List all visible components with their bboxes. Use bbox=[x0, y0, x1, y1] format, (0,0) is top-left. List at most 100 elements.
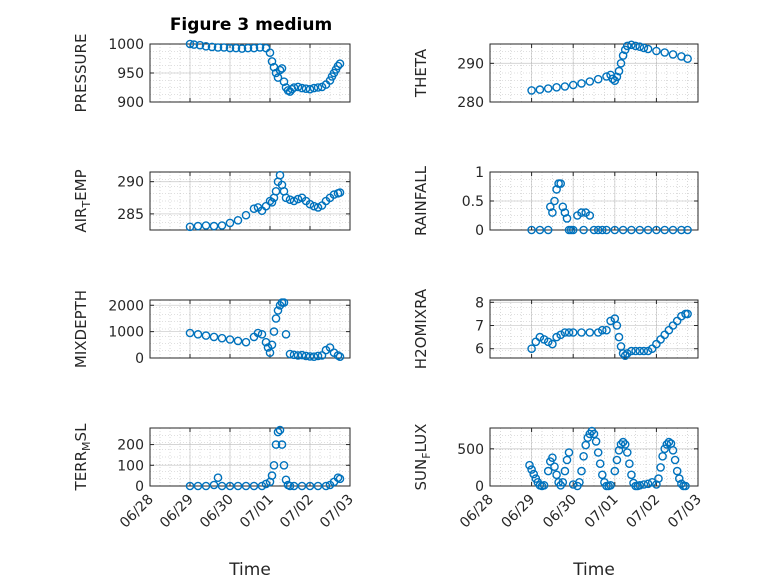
data-point bbox=[564, 328, 574, 337]
data-point bbox=[249, 481, 259, 491]
data-point bbox=[267, 57, 277, 66]
data-point bbox=[279, 298, 289, 307]
data-point bbox=[237, 44, 247, 53]
data-point bbox=[546, 202, 555, 212]
y-tick-label: 900 bbox=[117, 95, 144, 111]
data-point bbox=[647, 344, 657, 354]
data-point bbox=[271, 314, 281, 323]
data-point bbox=[635, 346, 645, 356]
data-point bbox=[225, 335, 235, 344]
data-point bbox=[593, 448, 603, 457]
data-point bbox=[560, 82, 570, 91]
data-point bbox=[656, 335, 665, 344]
data-point bbox=[643, 225, 653, 235]
data-point bbox=[277, 64, 287, 73]
y-tick-label: 950 bbox=[117, 66, 144, 82]
data-point bbox=[593, 74, 603, 84]
data-point bbox=[279, 460, 289, 470]
data-point bbox=[647, 477, 657, 487]
y-tick-label: 280 bbox=[457, 95, 484, 111]
data-point bbox=[585, 77, 595, 86]
data-point bbox=[652, 225, 661, 235]
data-point bbox=[660, 48, 670, 57]
y-axis-label: THETA bbox=[412, 48, 430, 98]
data-point bbox=[610, 225, 620, 235]
data-point bbox=[543, 84, 553, 93]
x-tick-label: 07/03 bbox=[665, 492, 705, 532]
data-point bbox=[668, 445, 678, 455]
data-point bbox=[568, 328, 578, 337]
data-point bbox=[672, 466, 682, 476]
y-axis-label: H2OMIXRA bbox=[412, 288, 430, 369]
axes-box bbox=[149, 299, 351, 359]
data-point bbox=[217, 221, 227, 230]
data-point bbox=[668, 50, 678, 59]
data-point bbox=[201, 42, 211, 51]
data-point bbox=[281, 329, 291, 339]
data-point bbox=[562, 214, 572, 223]
data-point bbox=[577, 79, 586, 88]
data-point bbox=[325, 343, 335, 352]
y-tick-label: 7 bbox=[475, 319, 484, 335]
data-point bbox=[305, 352, 315, 361]
data-point bbox=[683, 54, 692, 64]
data-point bbox=[552, 83, 561, 92]
y-tick-label: 290 bbox=[457, 56, 484, 72]
data-point bbox=[293, 82, 303, 92]
x-tick-label: 07/01 bbox=[237, 492, 277, 532]
data-point bbox=[585, 328, 595, 337]
data-point bbox=[335, 188, 345, 197]
figure-title: Figure 3 medium bbox=[170, 15, 332, 35]
data-point bbox=[589, 429, 599, 439]
data-point bbox=[552, 470, 561, 480]
y-tick-label: 200 bbox=[117, 438, 144, 454]
data-point bbox=[225, 43, 235, 53]
data-point bbox=[660, 225, 670, 235]
x-tick-label: 07/02 bbox=[623, 492, 663, 532]
y-axis-label: SUNFLUX bbox=[412, 424, 433, 491]
data-point bbox=[675, 474, 684, 483]
data-point bbox=[564, 448, 574, 457]
data-point bbox=[269, 460, 279, 470]
data-point bbox=[552, 185, 561, 194]
axes-box bbox=[489, 299, 699, 359]
data-point bbox=[627, 470, 636, 480]
data-point bbox=[610, 466, 620, 476]
data-point bbox=[543, 466, 553, 476]
data-point bbox=[612, 455, 622, 465]
y-tick-label: 0 bbox=[135, 479, 144, 495]
data-point bbox=[652, 46, 661, 56]
x-tick-label: 06/28 bbox=[457, 492, 497, 532]
data-point bbox=[635, 225, 645, 235]
data-point bbox=[527, 344, 536, 354]
x-axis-label-2: Time bbox=[572, 560, 615, 580]
data-point bbox=[535, 85, 545, 94]
data-point bbox=[273, 427, 283, 437]
x-tick-label: 06/29 bbox=[499, 492, 539, 532]
data-point bbox=[612, 72, 622, 82]
data-point bbox=[289, 83, 299, 92]
data-point bbox=[672, 316, 682, 326]
data-point bbox=[581, 440, 591, 450]
data-point bbox=[598, 225, 607, 235]
data-point bbox=[639, 43, 649, 53]
data-point bbox=[643, 346, 653, 356]
data-point bbox=[585, 211, 595, 220]
subplot-3: 285 290 AIRTEMP bbox=[72, 169, 351, 233]
data-point bbox=[631, 41, 640, 51]
x-tick-label: 07/03 bbox=[317, 492, 357, 532]
data-point bbox=[285, 481, 295, 491]
data-point bbox=[616, 59, 626, 68]
data-point bbox=[535, 225, 545, 235]
data-point bbox=[297, 481, 307, 491]
data-point bbox=[548, 339, 557, 349]
data-point bbox=[309, 201, 319, 211]
data-point bbox=[317, 351, 327, 360]
data-point bbox=[297, 83, 307, 93]
data-point bbox=[213, 43, 223, 52]
data-point bbox=[608, 74, 618, 84]
data-point bbox=[543, 225, 553, 235]
data-point bbox=[225, 218, 235, 228]
data-point bbox=[550, 462, 559, 472]
